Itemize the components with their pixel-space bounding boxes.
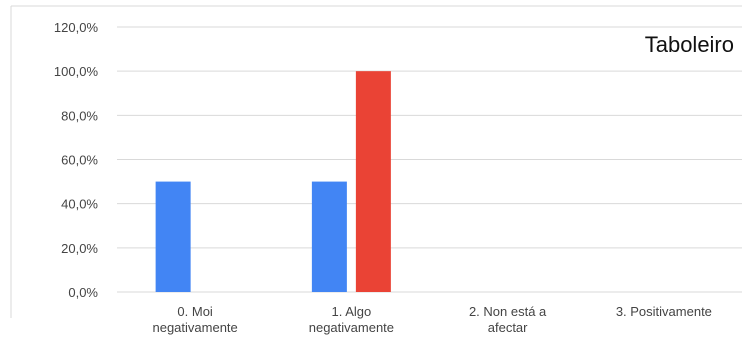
x-category-label-line: 0. Moi [177,304,213,319]
bars [155,71,391,293]
x-category-label: 0. Moi negativamente [152,304,237,335]
y-tick-label: 0,0% [68,285,98,300]
x-category-label: 1. Algo negativamente [309,304,394,335]
y-tick-label: 60,0% [61,153,98,168]
x-category-label-line: negativamente [309,320,394,335]
chart-title: Taboleiro [645,32,734,57]
x-category-label-line: negativamente [152,320,237,335]
bar [355,71,391,293]
y-axis-ticks: 0,0% 20,0% 40,0% 60,0% 80,0% 100,0% 120,0% [54,20,99,300]
y-tick-label: 80,0% [61,108,98,123]
x-category-label-line: 2. Non está a [469,304,547,319]
y-tick-label: 40,0% [61,197,98,212]
y-tick-label: 20,0% [61,241,98,256]
bar [155,181,191,292]
y-tick-label: 100,0% [54,64,99,79]
y-tick-label: 120,0% [54,20,99,35]
x-category-label-line: afectar [488,320,528,335]
x-category-label-line: 3. Positivamente [616,304,712,319]
bar [311,181,347,292]
gridlines [117,26,742,293]
x-category-label-line: 1. Algo [331,304,371,319]
x-category-label: 3. Positivamente [616,304,712,319]
x-category-label: 2. Non está a afectar [469,304,547,335]
